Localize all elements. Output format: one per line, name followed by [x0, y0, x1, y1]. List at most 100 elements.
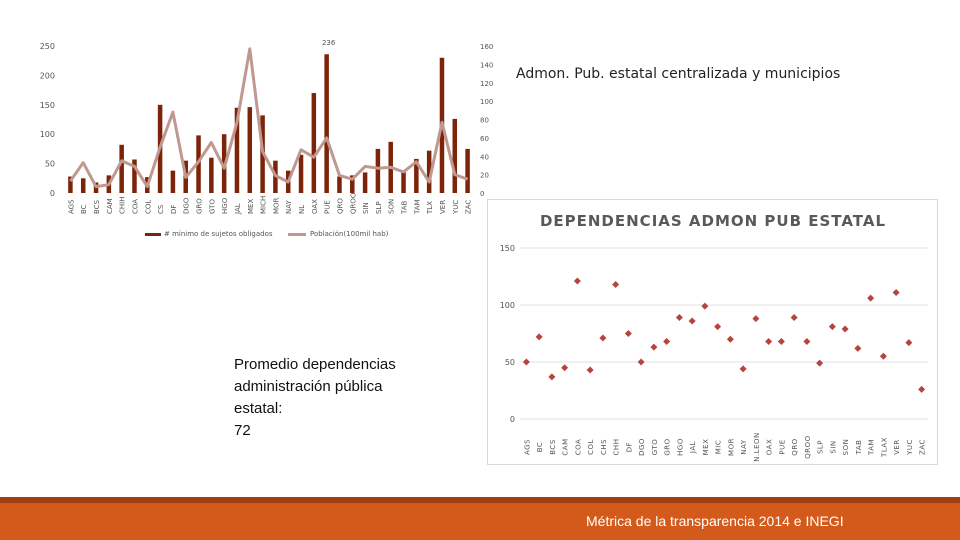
y-right-tick: 120 — [480, 80, 493, 88]
point-qro — [790, 314, 798, 322]
point-son — [841, 325, 849, 333]
point-mor — [726, 335, 734, 343]
bar-jal — [234, 107, 240, 193]
point-col — [586, 366, 594, 374]
bar-qro — [337, 176, 342, 193]
x-tick-son: SON — [842, 439, 850, 456]
legend-swatch-line — [288, 233, 306, 236]
bar-value-label: 236 — [322, 39, 336, 47]
poblacion-line — [69, 47, 469, 189]
x-tick-ags: AGS — [67, 199, 75, 214]
x-tick-tab: TAB — [401, 200, 409, 215]
x-tick-mex: MEX — [702, 439, 710, 456]
x-tick-tlx: TLX — [426, 201, 434, 215]
x-tick-nl: NL — [298, 205, 306, 214]
x-tick-df: DF — [170, 205, 178, 214]
point-ags — [522, 358, 530, 366]
footer-divider — [0, 497, 960, 503]
bar-tlx — [426, 150, 432, 193]
x-tick-gto: GTO — [651, 439, 659, 455]
scatter-chart-panel: DEPENDENCIAS ADMON PUB ESTATAL 0 50 100 150 A… — [487, 199, 938, 465]
chart-poblacion-sujetos: 250200150100500160140120100806040200236A… — [40, 39, 494, 238]
y-left-tick: 250 — [40, 42, 55, 51]
x-tick-qro: QRO — [336, 198, 344, 214]
bar-oax — [311, 93, 317, 193]
x-tick-oax: OAX — [766, 439, 774, 455]
bar-gto — [209, 157, 214, 193]
x-tick-zac: ZAC — [919, 439, 927, 455]
footer-bar — [0, 503, 960, 540]
x-tick-coa: COA — [574, 439, 582, 456]
point-gto — [650, 343, 658, 351]
y-left-tick: 0 — [50, 189, 55, 198]
point-zac — [918, 385, 926, 393]
x-tick-col: COL — [144, 200, 152, 214]
x-tick-pue: PUE — [778, 439, 786, 454]
point-mex — [701, 302, 709, 310]
point-chh — [612, 280, 620, 288]
point-bc — [535, 333, 543, 341]
y-right-tick: 0 — [480, 190, 484, 198]
point-tam — [867, 294, 875, 302]
point-mic — [714, 323, 722, 331]
footer-source: Métrica de la transparencia 2014 e INEGI — [586, 513, 844, 529]
x-tick-tab: TAB — [855, 440, 863, 456]
x-tick-gro: GRO — [196, 198, 204, 214]
x-tick-gro: GRO — [664, 438, 672, 455]
legend-label-bars: # mínimo de sujetos obligados — [164, 230, 273, 238]
x-tick-qro: QRO — [791, 438, 799, 455]
x-tick-jal: JAL — [234, 203, 242, 215]
x-tick-hgo: HGO — [676, 438, 684, 456]
point-cam — [561, 364, 569, 372]
note-line-4: 72 — [234, 422, 251, 439]
point-dgo — [637, 358, 645, 366]
y-left-tick: 100 — [40, 130, 55, 139]
x-tick-sin: SIN — [829, 440, 837, 453]
x-tick-gto: GTO — [208, 199, 216, 214]
point-sin — [828, 323, 836, 331]
point-df — [624, 330, 632, 337]
x-tick-yuc: YUC — [906, 439, 914, 456]
y-right-tick: 60 — [480, 135, 489, 143]
y-right-tick: 40 — [480, 153, 489, 161]
x-tick-nay: NAY — [740, 439, 748, 454]
y-right-tick: 20 — [480, 172, 489, 180]
bar-nl — [298, 154, 304, 193]
x-tick-tam: TAM — [868, 439, 876, 456]
x-tick-bc: BC — [536, 442, 544, 453]
y-right-tick: 100 — [480, 98, 493, 106]
x-tick-mor: MOR — [272, 197, 280, 214]
y-tick: 100 — [500, 301, 515, 310]
bar-tam — [414, 158, 419, 193]
y-tick: 50 — [505, 358, 515, 367]
x-tick-chih: CHIH — [119, 197, 127, 214]
point-tab — [854, 344, 862, 352]
point-oax — [765, 337, 773, 345]
x-tick-yuc: YUC — [452, 200, 460, 215]
x-tick-ags: AGS — [523, 439, 531, 455]
point-qroo — [803, 337, 811, 345]
y-tick: 150 — [500, 244, 515, 253]
y-right-tick: 140 — [480, 61, 493, 69]
legend-label-line: Población(100mil hab) — [310, 230, 389, 238]
bar-gro — [196, 135, 201, 193]
x-tick-tam: TAM — [413, 199, 421, 215]
x-tick-dgo: DGO — [638, 438, 646, 456]
point-jal — [688, 317, 696, 325]
x-tick-cam: CAM — [106, 198, 114, 214]
x-tick-slp: SLP — [817, 440, 825, 454]
x-tick-pue: PUE — [324, 200, 332, 214]
bar-sin — [362, 172, 368, 193]
y-right-tick: 160 — [480, 43, 493, 51]
x-tick-bcs: BCS — [93, 199, 101, 214]
x-tick-mor: MOR — [727, 438, 735, 456]
x-tick-qroo: QROO — [804, 435, 812, 458]
x-tick-cs: CS — [157, 204, 165, 214]
bar-coa — [132, 159, 137, 193]
bar-pue — [324, 54, 329, 194]
point-nleon — [752, 315, 760, 323]
x-tick-bc: BC — [80, 204, 88, 214]
x-tick-chh: CHH — [613, 439, 621, 456]
bar-chih — [119, 144, 124, 193]
x-tick-mich: MICH — [260, 196, 268, 214]
